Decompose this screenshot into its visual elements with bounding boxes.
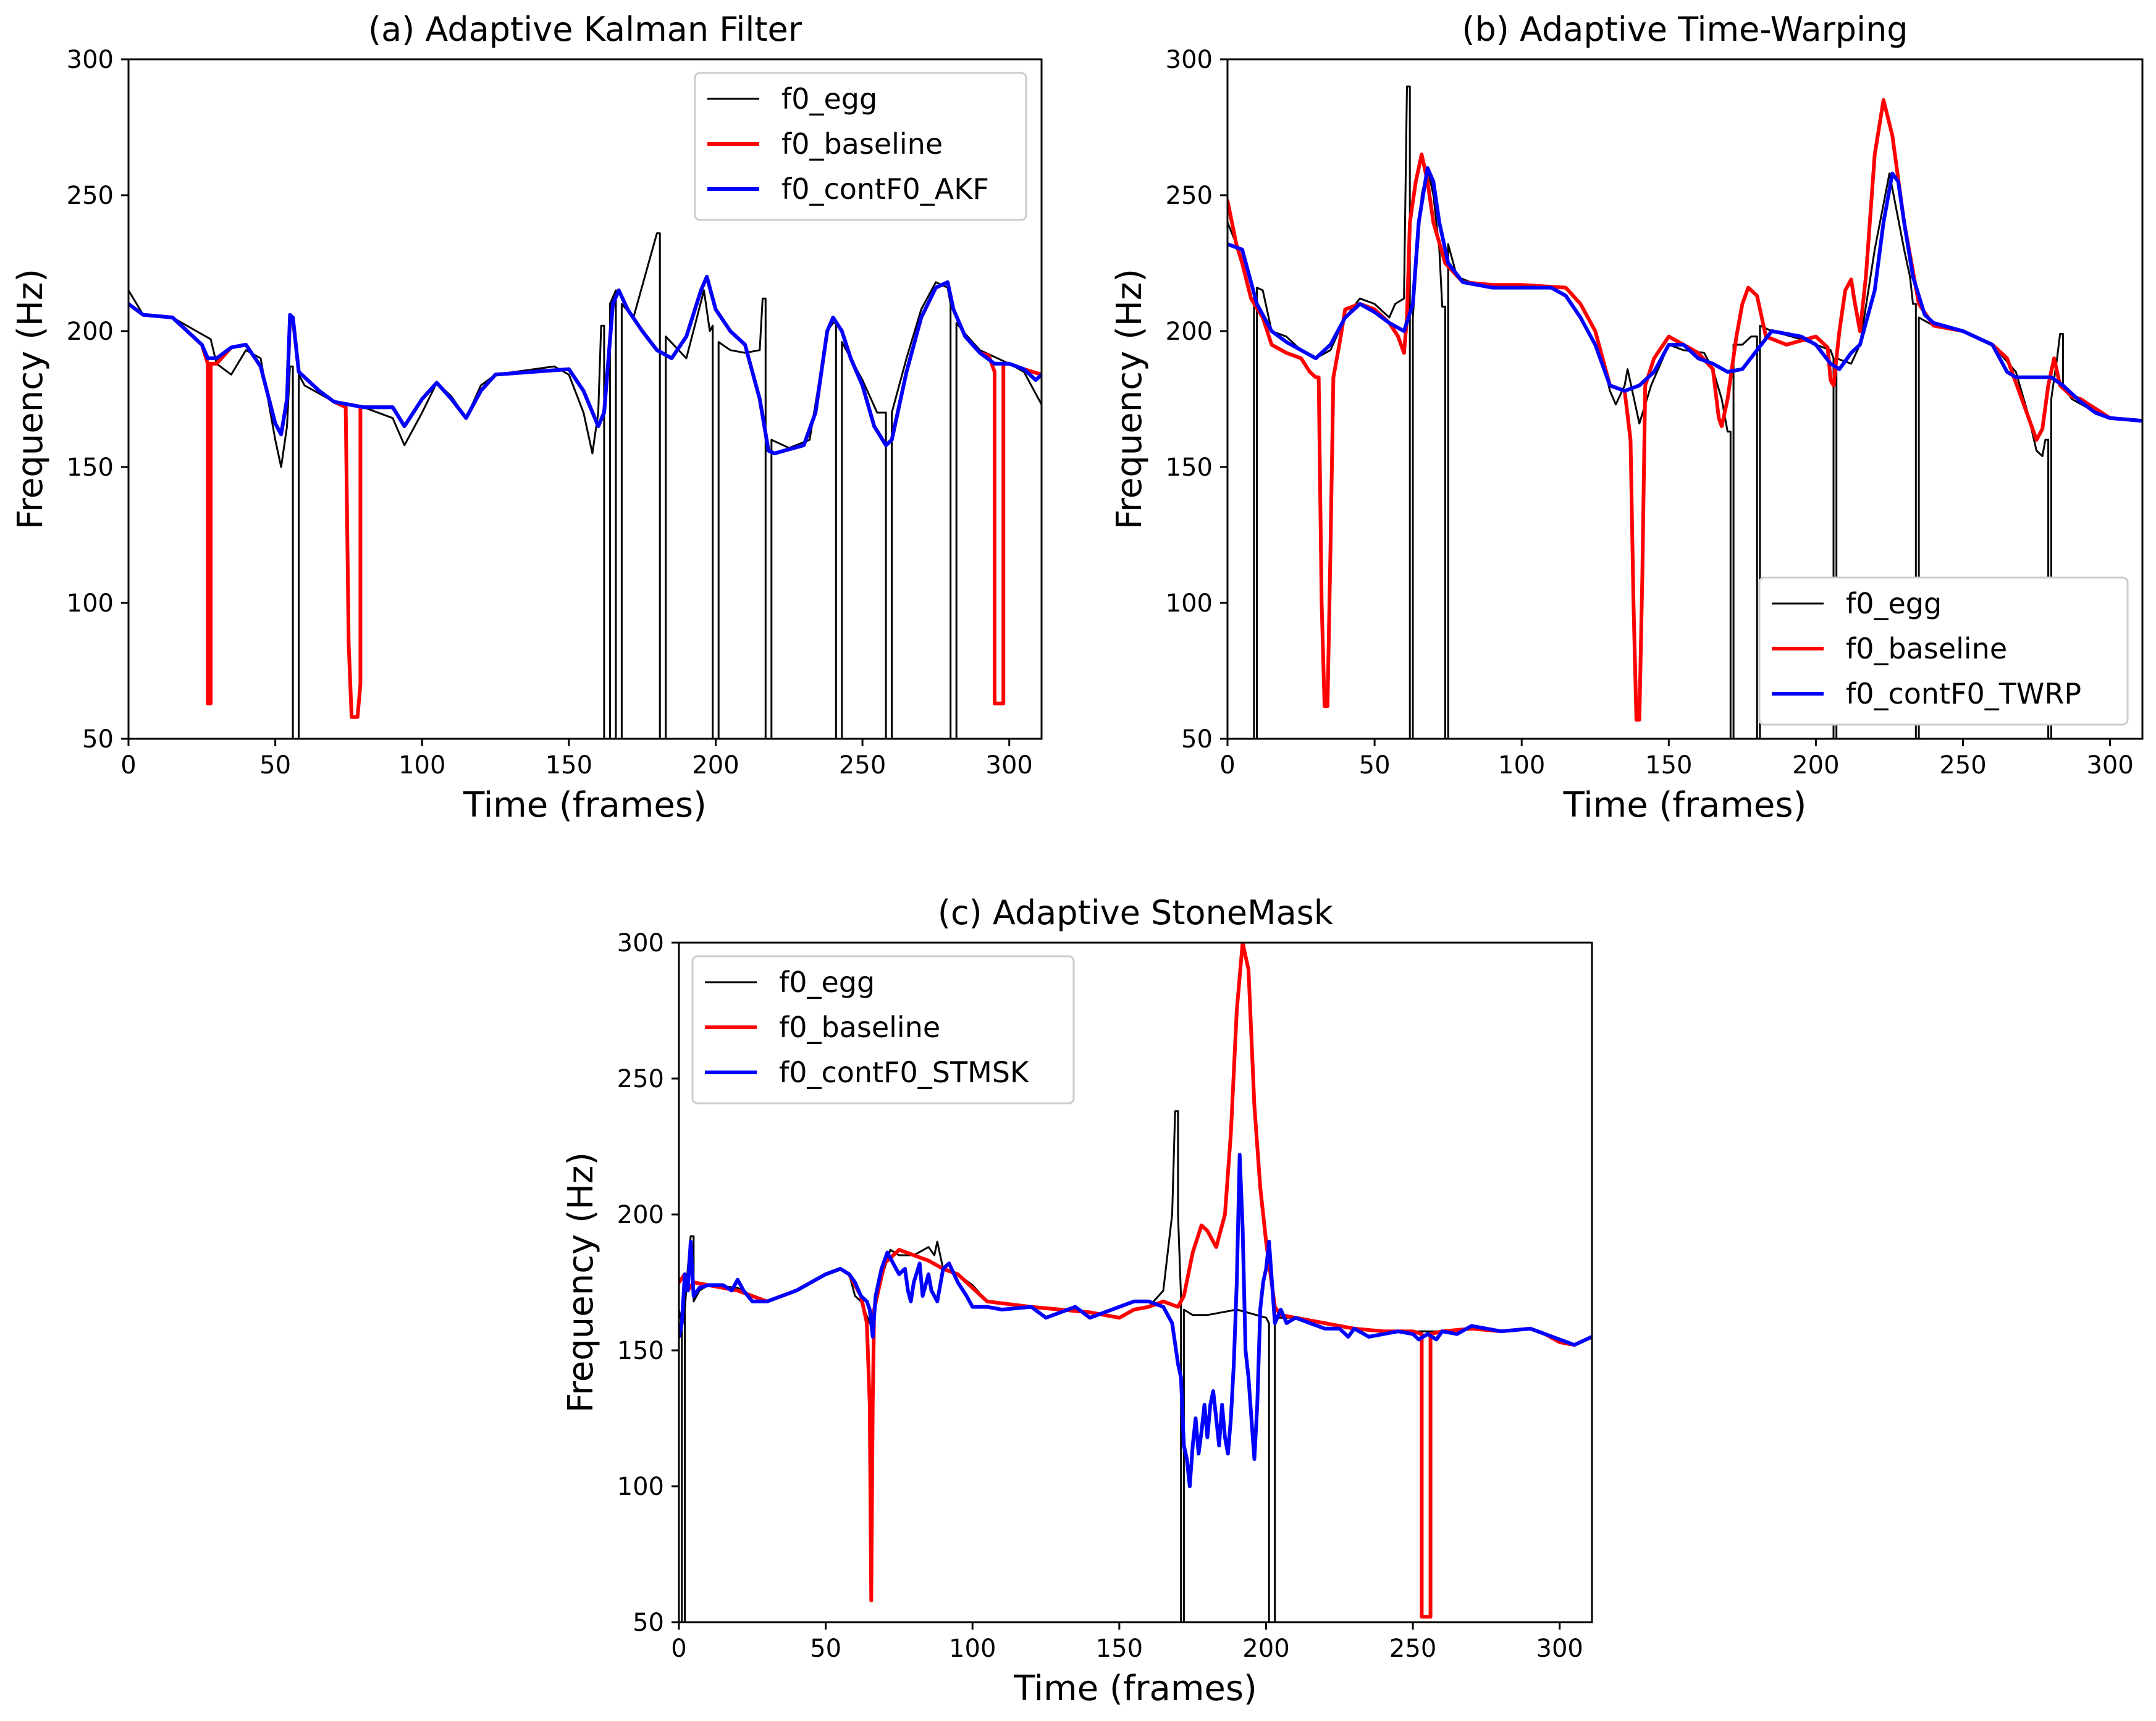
y-tick-label: 100	[67, 589, 114, 618]
x-tick-label: 50	[259, 751, 291, 780]
y-tick-label: 250	[67, 182, 114, 210]
x-tick-label: 0	[120, 751, 136, 780]
y-tick-label: 300	[617, 929, 664, 957]
series-line-f0-contf0-akf	[128, 275, 1042, 455]
y-tick-label: 300	[1166, 46, 1213, 74]
plot-area	[1227, 85, 2142, 739]
legend-label: f0_baseline	[779, 1011, 940, 1044]
x-tick-label: 0	[1219, 751, 1235, 780]
legend-label: f0_baseline	[1846, 632, 2007, 665]
y-tick-label: 150	[617, 1337, 664, 1365]
y-tick-label: 50	[633, 1609, 664, 1637]
legend-label: f0_egg	[1846, 587, 1942, 620]
y-axis-label: Frequency (Hz)	[11, 269, 51, 529]
y-tick-label: 200	[1166, 318, 1213, 346]
legend-label: f0_egg	[779, 966, 875, 999]
legend-label: f0_contF0_AKF	[781, 172, 989, 206]
x-axis-label: Time (frames)	[463, 785, 707, 825]
x-tick-label: 0	[671, 1635, 686, 1663]
plot-frame	[127, 58, 1043, 740]
x-tick-label: 200	[1242, 1635, 1289, 1663]
y-axis-label: Frequency (Hz)	[561, 1152, 601, 1413]
x-tick-label: 250	[1939, 751, 1986, 780]
x-tick-label: 50	[1359, 751, 1391, 780]
y-tick-label: 100	[617, 1473, 664, 1501]
y-tick-label: 150	[1166, 453, 1213, 482]
x-tick-label: 200	[692, 751, 739, 780]
x-tick-label: 150	[1645, 751, 1692, 780]
y-tick-label: 150	[67, 453, 114, 482]
x-tick-label: 300	[986, 751, 1033, 780]
y-tick-label: 100	[1166, 589, 1213, 618]
x-tick-label: 50	[810, 1635, 841, 1663]
chart-title: (c) Adaptive StoneMask	[938, 893, 1334, 932]
series-line-f0-contf0-twrp	[1227, 166, 2142, 423]
chart-title: (a) Adaptive Kalman Filter	[368, 10, 802, 49]
chart-title: (b) Adaptive Time-Warping	[1462, 10, 1908, 49]
series-line-f0-egg	[128, 232, 1042, 739]
x-tick-label: 150	[1096, 1635, 1143, 1663]
x-axis-label: Time (frames)	[1013, 1668, 1257, 1709]
legend: f0_egg f0_baseline f0_contF0_AKF	[694, 72, 1027, 221]
plot-frame	[678, 941, 1593, 1623]
series-line-f0-contf0-stmsk	[679, 1153, 1592, 1488]
plot-area	[128, 232, 1042, 739]
x-tick-label: 150	[545, 751, 592, 780]
x-tick-label: 100	[949, 1635, 996, 1663]
legend-box	[691, 955, 1075, 1105]
x-tick-label: 250	[1389, 1635, 1436, 1663]
y-tick-label: 50	[1181, 725, 1213, 754]
x-axis-label: Time (frames)	[1563, 785, 1807, 825]
y-tick-label: 200	[67, 318, 114, 346]
y-tick-label: 250	[617, 1065, 664, 1093]
legend-label: f0_egg	[781, 82, 877, 116]
plot-area	[679, 943, 1592, 1622]
x-tick-label: 100	[398, 751, 445, 780]
legend-label: f0_contF0_TWRP	[1846, 677, 2081, 710]
x-tick-label: 300	[1536, 1635, 1583, 1663]
x-tick-label: 250	[839, 751, 886, 780]
legend: f0_egg f0_baseline f0_contF0_STMSK	[691, 955, 1075, 1105]
y-axis-label: Frequency (Hz)	[1110, 269, 1150, 529]
x-tick-label: 100	[1498, 751, 1545, 780]
legend-label: f0_baseline	[781, 127, 943, 161]
y-tick-label: 50	[82, 725, 114, 754]
legend-box	[694, 72, 1027, 221]
plot-frame	[1226, 58, 2144, 740]
x-tick-label: 200	[1792, 751, 1839, 780]
y-tick-label: 250	[1166, 182, 1213, 210]
y-tick-label: 300	[67, 46, 114, 74]
legend: f0_egg f0_baseline f0_contF0_TWRP	[1758, 576, 2129, 726]
y-tick-label: 200	[617, 1201, 664, 1229]
x-tick-label: 300	[2086, 751, 2133, 780]
legend-box	[1758, 576, 2129, 726]
legend-label: f0_contF0_STMSK	[779, 1056, 1030, 1089]
